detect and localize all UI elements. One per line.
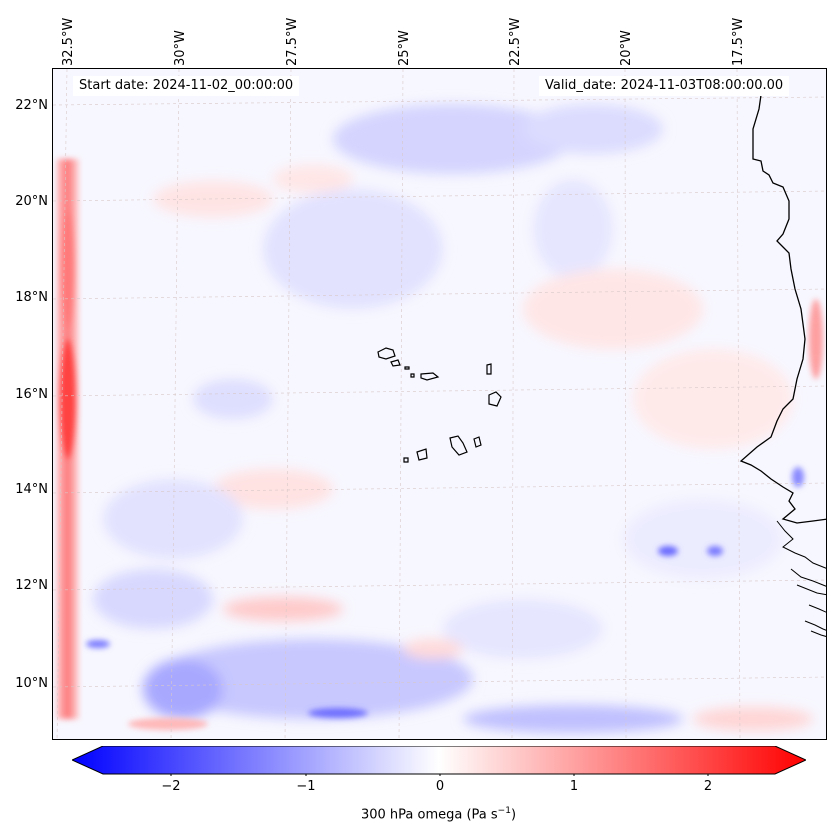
lat-label-10n: 10°N bbox=[15, 676, 48, 691]
start-date-label: Start date: 2024-11-02_00:00:00 bbox=[73, 76, 300, 96]
cape-verde-islands bbox=[377, 347, 502, 463]
lon-label-27-5w: 27.5°W bbox=[285, 17, 300, 66]
right-edge-strip bbox=[809, 299, 823, 379]
colorbar-tick-neg1: −1 bbox=[296, 779, 316, 794]
coast-detail-1 bbox=[776, 520, 826, 569]
lat-label-20n: 20°N bbox=[15, 194, 48, 209]
lon-label-30w: 30°W bbox=[173, 30, 188, 66]
lat-label-22n: 22°N bbox=[15, 98, 48, 113]
colorbar-ticks bbox=[170, 774, 709, 776]
lat-label-14n: 14°N bbox=[15, 482, 48, 497]
lat-label-16n: 16°N bbox=[15, 387, 48, 402]
field-patches bbox=[93, 104, 813, 733]
map-panel bbox=[52, 68, 827, 740]
colorbar-label: 300 hPa omega (Pa s−1) bbox=[360, 806, 517, 823]
omega-field-map bbox=[53, 69, 826, 739]
colorbar bbox=[72, 746, 806, 776]
colorbar-tick-neg2: −2 bbox=[161, 779, 181, 794]
lon-label-17-5w: 17.5°W bbox=[731, 17, 746, 66]
left-edge-strip bbox=[57, 159, 79, 719]
graticule bbox=[53, 69, 826, 739]
lon-label-22-5w: 22.5°W bbox=[508, 17, 523, 66]
lon-label-25w: 25°W bbox=[397, 30, 412, 66]
lat-label-18n: 18°N bbox=[15, 290, 48, 305]
colorbar-tick-2: 2 bbox=[703, 779, 713, 794]
valid-date-label: Valid_date: 2024-11-03T08:00:00.00 bbox=[539, 76, 790, 96]
west-africa-coastline bbox=[739, 80, 826, 524]
lat-label-12n: 12°N bbox=[15, 578, 48, 593]
coast-detail-2 bbox=[790, 568, 826, 637]
field-features bbox=[86, 467, 804, 730]
colorbar-tick-0: 0 bbox=[435, 779, 445, 794]
colorbar-tick-1: 1 bbox=[569, 779, 579, 794]
lon-label-20w: 20°W bbox=[619, 30, 634, 66]
lon-label-32-5w: 32.5°W bbox=[61, 17, 76, 66]
colorbar-ramp bbox=[72, 746, 806, 775]
